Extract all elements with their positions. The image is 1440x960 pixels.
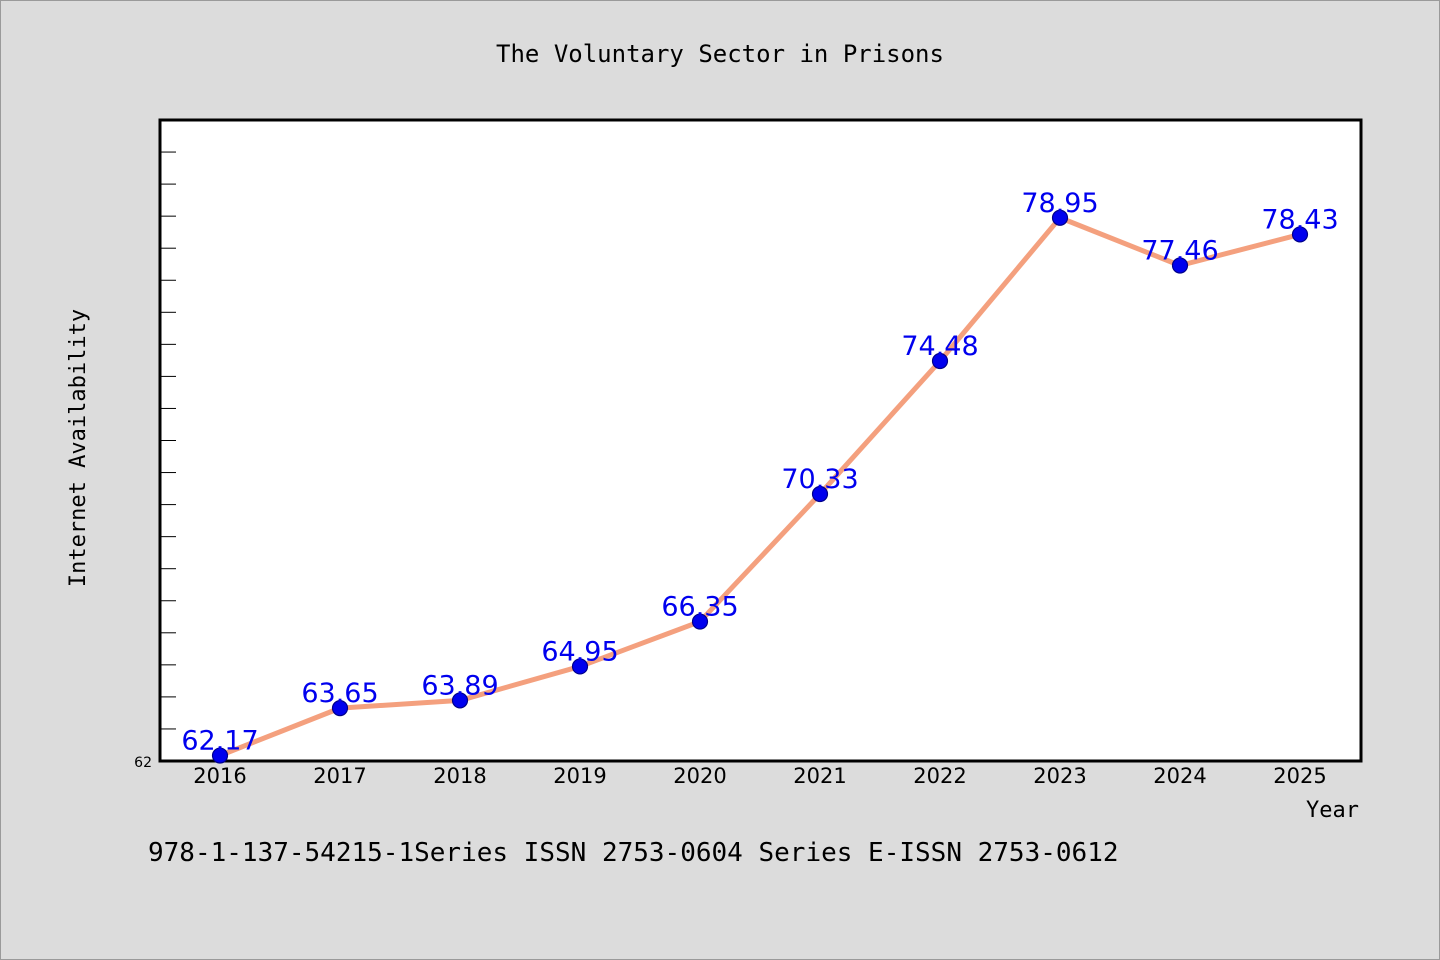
x-tick-label: 2025 [1273, 764, 1326, 788]
x-tick-label: 2019 [553, 764, 606, 788]
plot-area [158, 118, 1363, 763]
x-tick-label: 2022 [913, 764, 966, 788]
x-tick-label: 2017 [313, 764, 366, 788]
data-label: 64.95 [541, 636, 618, 667]
data-point [211, 747, 229, 764]
y-tick-label: 62 [134, 755, 152, 771]
x-axis-label: Year [1306, 798, 1359, 823]
x-tick-label: 2018 [433, 764, 486, 788]
data-point [811, 485, 829, 503]
x-axis-tick-labels: 2016 2017 2018 2019 2020 2021 2022 2023 2024 2025 [193, 764, 1326, 788]
data-label: 66.35 [661, 592, 738, 623]
data-point [931, 352, 949, 370]
x-tick-label: 2016 [193, 764, 246, 788]
y-axis-label: Internet Availability [66, 309, 91, 587]
data-point [451, 692, 469, 709]
data-point [571, 658, 589, 675]
x-tick-label: 2024 [1153, 764, 1206, 788]
chart-title: The Voluntary Sector in Prisons [496, 40, 944, 68]
data-point [1051, 209, 1069, 226]
data-point [1171, 257, 1189, 274]
y-axis-ticks [160, 119, 176, 762]
data-label: 74.48 [901, 331, 978, 362]
y-axis-tick-labels: 62 [134, 755, 152, 771]
data-point [1291, 226, 1309, 243]
x-tick-label: 2023 [1033, 764, 1086, 788]
data-label: 70.33 [781, 464, 858, 495]
data-label: 77.46 [1141, 236, 1218, 267]
data-point [691, 613, 709, 630]
series-lines [217, 215, 1303, 759]
series-markers [211, 209, 1309, 764]
data-label: 78.43 [1261, 204, 1338, 235]
data-labels: 62.17 63.65 63.89 64.95 66.35 70.33 74.48 78.95… [181, 188, 1338, 757]
data-label: 62.17 [181, 726, 258, 757]
data-point [331, 700, 349, 717]
footer-text: 978-1-137-54215-1Series ISSN 2753-0604 S… [148, 838, 1119, 868]
data-label: 78.95 [1021, 188, 1098, 219]
data-label: 63.89 [421, 670, 498, 701]
x-tick-label: 2020 [673, 764, 726, 788]
series-line [217, 215, 1303, 759]
x-tick-label: 2021 [793, 764, 846, 788]
data-label: 63.65 [301, 678, 378, 709]
